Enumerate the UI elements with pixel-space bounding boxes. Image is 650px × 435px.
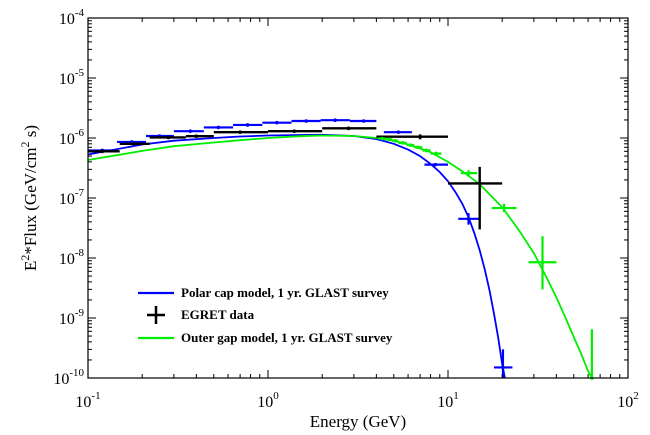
outer-gap-point-marker	[502, 206, 506, 210]
egret-data-point	[376, 134, 448, 140]
polar-cap-point-marker	[396, 130, 401, 134]
egret-data-point	[322, 126, 377, 131]
y-axis-title: E2*Flux (GeV/cm2 s)	[18, 125, 40, 271]
outer-gap-data-point	[528, 236, 557, 290]
egret-point-marker	[100, 149, 105, 154]
data-points	[88, 118, 594, 380]
polar-cap-data-point	[320, 118, 350, 123]
egret-data-point	[88, 149, 120, 154]
polar-cap-data-point	[493, 349, 513, 378]
polar-cap-data-point	[424, 162, 448, 167]
outer-gap-point-marker	[434, 151, 439, 156]
egret-point-marker	[418, 134, 422, 139]
egret-data-point	[213, 130, 268, 134]
egret-data-point	[149, 135, 186, 140]
outer-gap-point-marker	[400, 141, 405, 145]
egret-point-marker	[292, 129, 297, 133]
polar-cap-point-marker	[466, 217, 471, 221]
outer-gap-point-marker	[380, 136, 384, 141]
polar-cap-point-marker	[216, 125, 221, 130]
outer-gap-point-marker	[416, 145, 420, 150]
outer-gap-point-marker	[387, 137, 391, 142]
outer-gap-data-point	[414, 145, 423, 150]
egret-data-point	[119, 142, 150, 146]
egret-point-marker	[346, 126, 351, 131]
polar-cap-point-marker	[304, 119, 308, 123]
outer-gap-data-point	[398, 141, 407, 145]
polar-cap-point-marker	[501, 365, 505, 370]
egret-point-marker	[194, 134, 199, 139]
polar-cap-data-point	[173, 129, 204, 133]
outer-gap-point-marker	[393, 138, 398, 143]
egret-point-marker	[132, 142, 136, 146]
egret-point-marker	[238, 130, 242, 134]
x-tick-label: 101	[437, 390, 459, 411]
x-tick-label: 10-1	[75, 390, 100, 411]
axis-ticks: 10-1 100 101 102 10-10 10-9 10-8 10-7 10-6 10-5 10…	[53, 7, 638, 411]
polar-cap-point-marker	[333, 118, 337, 123]
outer-gap-data-point	[460, 170, 478, 177]
egret-point-marker	[477, 181, 482, 186]
polar-cap-data-point	[262, 120, 292, 125]
legend: Polar cap model, 1 yr. GLAST survey EGRE…	[138, 285, 393, 345]
polar-cap-data-point	[203, 125, 234, 130]
outer-gap-data-point	[378, 136, 386, 141]
legend-label-outer-gap: Outer gap model, 1 yr. GLAST survey	[181, 330, 393, 345]
x-tick-label: 102	[617, 390, 639, 411]
y-tick-label: 10-6	[59, 127, 85, 148]
outer-gap-data-point	[430, 151, 442, 156]
legend-label-polar-cap: Polar cap model, 1 yr. GLAST survey	[181, 285, 389, 300]
outer-gap-data-point	[590, 329, 594, 380]
polar-cap-point-marker	[275, 120, 279, 125]
outer-gap-point-marker	[466, 171, 471, 175]
y-tick-label: 10-8	[59, 247, 85, 268]
polar-cap-data-point	[349, 119, 377, 123]
x-axis-title: Energy (GeV)	[310, 412, 406, 431]
polar-cap-point-marker	[245, 123, 250, 127]
outer-gap-point-marker	[424, 148, 429, 153]
polar-cap-point-marker	[361, 119, 366, 123]
polar-cap-data-point	[291, 119, 321, 123]
outer-gap-data-point	[385, 137, 393, 142]
polar-cap-point-marker	[433, 162, 438, 167]
outer-gap-data-point	[406, 143, 415, 147]
y-tick-label: 10-4	[59, 7, 85, 28]
outer-gap-data-point	[422, 148, 431, 153]
egret-data-point	[448, 166, 503, 230]
polar-cap-data-point	[233, 123, 263, 127]
y-tick-label: 10-7	[59, 187, 85, 208]
egret-data-point	[185, 134, 214, 139]
egret-data-point	[268, 129, 323, 133]
egret-point-marker	[166, 135, 171, 140]
polar-cap-point-marker	[188, 129, 193, 133]
x-tick-label: 100	[257, 390, 279, 411]
outer-gap-point-marker	[408, 143, 413, 147]
polar-cap-data-point	[383, 130, 412, 134]
outer-gap-data-point	[491, 203, 517, 213]
outer-gap-data-point	[392, 138, 399, 143]
legend-label-egret: EGRET data	[181, 307, 255, 322]
outer-gap-model-curve	[87, 134, 593, 379]
plot-frame	[87, 17, 629, 379]
y-tick-label: 10-10	[53, 367, 84, 388]
y-tick-label: 10-9	[59, 307, 85, 328]
polar-cap-data-point	[458, 213, 479, 225]
outer-gap-point-marker	[540, 260, 545, 265]
y-tick-label: 10-5	[59, 67, 85, 88]
